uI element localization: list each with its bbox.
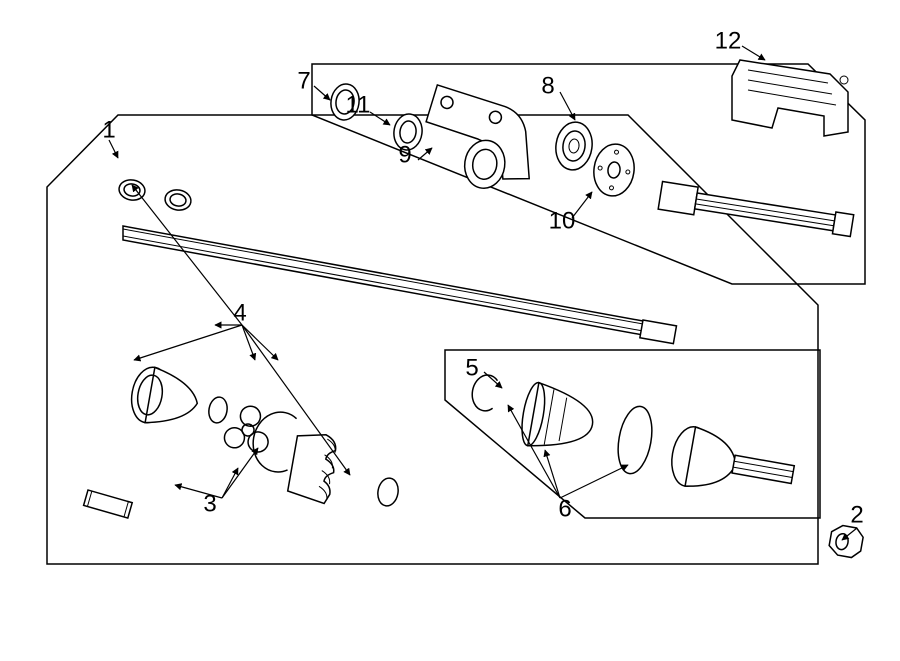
boot-band-inner — [376, 476, 401, 507]
callout-5: 5 — [465, 354, 478, 381]
callout-11: 11 — [346, 91, 371, 118]
cv-boot-inner — [287, 430, 340, 504]
support-bracket — [418, 84, 540, 194]
leader-line — [418, 148, 432, 160]
assembly-5-outer-joint — [469, 373, 797, 504]
axle-nut-2 — [828, 524, 865, 559]
leader-line — [484, 372, 502, 388]
leader-line — [560, 465, 628, 498]
callout-1: 1 — [102, 116, 115, 143]
axle-shaft — [123, 226, 676, 344]
leader-line — [560, 92, 575, 120]
callout-9: 9 — [398, 141, 411, 168]
tripod-joint — [223, 403, 274, 454]
parts-diagram: 123456789101112 — [0, 0, 900, 661]
leader-line — [222, 468, 238, 498]
center-bearing-8 — [553, 120, 595, 173]
leader-line — [242, 325, 278, 360]
leader-line — [742, 46, 765, 60]
inner-joint-housing — [127, 364, 202, 431]
group-frames — [47, 64, 865, 564]
dust-shield-10 — [591, 141, 638, 198]
boot-band-outer-large — [613, 404, 656, 477]
outer-joint-housing — [667, 424, 798, 504]
leader-line — [314, 86, 330, 100]
frame-1-main-assembly — [47, 115, 818, 564]
frame-5-outer-joint — [445, 350, 820, 518]
grease-packet — [84, 490, 133, 518]
callout-8: 8 — [541, 72, 554, 99]
callout-12: 12 — [715, 27, 742, 54]
leader-line — [370, 112, 390, 125]
leader-line — [222, 448, 258, 498]
callout-6: 6 — [558, 495, 571, 522]
o-ring-small — [207, 396, 229, 425]
callout-7: 7 — [297, 67, 310, 94]
leader-line — [134, 325, 242, 360]
band-clamp-top-right — [163, 188, 192, 212]
callout-2: 2 — [850, 501, 863, 528]
callout-10: 10 — [549, 207, 576, 234]
callout-4: 4 — [233, 299, 246, 326]
leader-line — [242, 325, 255, 360]
intermediate-shaft — [658, 181, 854, 239]
heat-shield-12 — [732, 60, 848, 136]
callout-3: 3 — [203, 490, 216, 517]
